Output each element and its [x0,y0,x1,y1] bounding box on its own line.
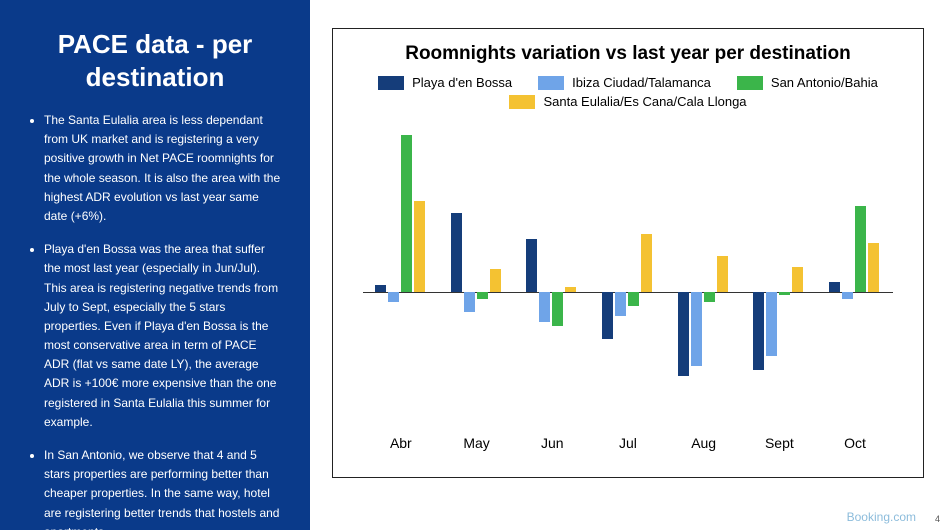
x-axis-label: Oct [829,435,881,451]
legend-item: San Antonio/Bahia [737,75,878,90]
bar-group [829,127,881,427]
chart-legend: Playa d'en Bossa Ibiza Ciudad/Talamanca Sa… [341,75,915,109]
bar [691,292,702,366]
bar-group [375,127,427,427]
legend-item: Santa Eulalia/Es Cana/Cala Llonga [509,94,746,109]
x-axis-label: Jul [602,435,654,451]
bar [539,292,550,322]
bar [766,292,777,356]
bar [779,292,790,295]
sidebar-bullet: The Santa Eulalia area is less dependant… [44,111,282,226]
legend-swatch [538,76,564,90]
x-axis-label: Sept [753,435,805,451]
bar-group [678,127,730,427]
footer-brand: Booking.com [847,510,916,524]
x-axis-label: May [451,435,503,451]
sidebar-bullet: In San Antonio, we observe that 4 and 5 … [44,446,282,530]
bar [552,292,563,326]
bar [451,213,462,292]
legend-item: Ibiza Ciudad/Talamanca [538,75,711,90]
bar [641,234,652,292]
legend-label: San Antonio/Bahia [771,75,878,90]
bar [477,292,488,299]
legend-label: Santa Eulalia/Es Cana/Cala Llonga [543,94,746,109]
footer-page-number: 4 [935,514,940,524]
bar [829,282,840,292]
bar [704,292,715,302]
legend-label: Ibiza Ciudad/Talamanca [572,75,711,90]
sidebar-bullet: Playa d'en Bossa was the area that suffe… [44,240,282,432]
bar-group [602,127,654,427]
sidebar-bullets: The Santa Eulalia area is less dependant… [28,111,282,530]
bar [792,267,803,292]
chart-x-labels: Abr May Jun Jul Aug Sept Oct [363,435,893,451]
bar [414,201,425,292]
x-axis-label: Aug [678,435,730,451]
legend-label: Playa d'en Bossa [412,75,512,90]
legend-item: Playa d'en Bossa [378,75,512,90]
legend-swatch [378,76,404,90]
chart-plot-area [363,127,893,427]
bar [678,292,689,376]
chart-bar-groups [363,127,893,427]
bar [717,256,728,292]
slide: PACE data - per destination The Santa Eu… [0,0,952,530]
legend-swatch [737,76,763,90]
bar [490,269,501,292]
bar [615,292,626,316]
bar [464,292,475,312]
main-panel: Roomnights variation vs last year per de… [310,0,952,530]
bar-group [451,127,503,427]
bar [388,292,399,302]
bar [565,287,576,292]
bar [526,239,537,292]
sidebar-panel: PACE data - per destination The Santa Eu… [0,0,310,530]
bar [842,292,853,299]
bar [375,285,386,292]
x-axis-label: Abr [375,435,427,451]
sidebar-title: PACE data - per destination [28,28,282,93]
bar [868,243,879,293]
bar-group [753,127,805,427]
chart-title: Roomnights variation vs last year per de… [341,43,915,65]
legend-swatch [509,95,535,109]
bar [628,292,639,306]
bar [753,292,764,370]
sidebar-bullet-text: In San Antonio, we observe that 4 and 5 … [44,446,282,530]
sidebar-bullet-text: The Santa Eulalia area is less dependant… [44,111,282,226]
chart-container: Roomnights variation vs last year per de… [332,28,924,478]
x-axis-label: Jun [526,435,578,451]
bar-group [526,127,578,427]
sidebar-bullet-text: Playa d'en Bossa was the area that suffe… [44,240,282,432]
bar [401,135,412,292]
bar [855,206,866,292]
bar [602,292,613,339]
